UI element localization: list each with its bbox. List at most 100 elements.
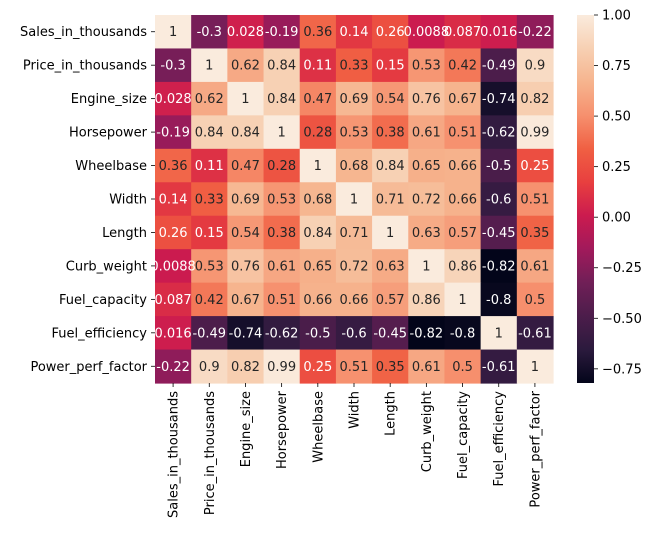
cell-annotation: -0.6: [486, 193, 511, 208]
colorbar-tick-label: −0.25: [602, 261, 642, 276]
heatmap-cell: [408, 316, 446, 351]
colorbar-tick-label: 0.75: [602, 59, 631, 74]
cell-annotation: 1: [495, 326, 503, 341]
cell-annotation: 0.028: [154, 92, 191, 107]
heatmap-cell: [408, 81, 446, 116]
heatmap-cell: [191, 215, 228, 250]
heatmap-cell: [155, 81, 192, 116]
cell-annotation: 0.65: [303, 259, 332, 274]
heatmap-cell: [227, 15, 265, 50]
y-tick-label: Engine_size: [71, 92, 147, 107]
cell-annotation: 0.54: [231, 226, 260, 241]
x-tick-label: Horsepower: [275, 390, 290, 469]
colorbar-tick-label: 0.50: [602, 110, 631, 125]
heatmap-cell: [299, 349, 337, 384]
cell-annotation: 0.65: [412, 159, 441, 174]
heatmap-cell: [335, 15, 373, 50]
cell-annotation: 0.28: [267, 159, 296, 174]
heatmap-cell: [372, 148, 409, 183]
heatmap-cell: [155, 249, 192, 284]
cell-annotation: 0.82: [520, 92, 549, 107]
heatmap-cell: [299, 182, 337, 217]
heatmap-cell: [191, 15, 228, 50]
heatmap-cell: [372, 215, 409, 250]
colorbar-tick-label: 1.00: [602, 9, 631, 24]
heatmap-cell: [227, 81, 265, 116]
cell-annotation: 0.68: [340, 159, 369, 174]
heatmap-cell: [408, 249, 446, 284]
heatmap-cell: [480, 182, 518, 217]
cell-annotation: 0.53: [267, 193, 296, 208]
heatmap-cell: [191, 182, 228, 217]
heatmap-cells: [155, 15, 554, 384]
cell-annotation: 0.42: [195, 293, 224, 308]
cell-annotation: -0.22: [156, 360, 190, 375]
cell-annotation: 0.62: [231, 59, 260, 74]
heatmap-cell: [516, 182, 554, 217]
y-tick-label: Horsepower: [69, 126, 148, 141]
cell-annotation: 0.51: [267, 293, 296, 308]
heatmap-cell: [227, 349, 265, 384]
cell-annotation: -0.49: [192, 326, 226, 341]
cell-annotation: 0.84: [267, 59, 296, 74]
cell-annotation: -0.62: [265, 326, 299, 341]
colorbar-tick-label: 0.00: [602, 211, 631, 226]
heatmap-cell: [299, 48, 337, 83]
cell-annotation: 0.14: [159, 193, 188, 208]
colorbar-tick-label: −0.50: [602, 312, 642, 327]
x-tick-label: Engine_size: [239, 391, 254, 467]
heatmap-cell: [480, 148, 518, 183]
heatmap-cell: [191, 349, 228, 384]
y-tick-label: Price_in_thousands: [23, 59, 147, 74]
heatmap-cell: [444, 249, 482, 284]
heatmap-cell: [227, 48, 265, 83]
heatmap-cell: [408, 48, 446, 83]
heatmap-cell: [408, 15, 446, 50]
cell-annotation: 0.68: [303, 193, 332, 208]
cell-annotation: 0.84: [231, 126, 260, 141]
heatmap-cell: [480, 81, 518, 116]
heatmap-cell: [444, 282, 482, 317]
cell-annotation: 0.53: [195, 259, 224, 274]
cell-annotation: 0.86: [412, 293, 441, 308]
heatmap-cell: [516, 282, 554, 317]
cell-annotation: 0.67: [448, 92, 477, 107]
y-tick-label: Width: [109, 193, 147, 208]
heatmap-cell: [516, 249, 554, 284]
heatmap-cell: [408, 282, 446, 317]
heatmap-cell: [299, 282, 337, 317]
cell-annotation: 0.86: [448, 259, 477, 274]
heatmap-cell: [372, 182, 409, 217]
x-tick-label: Length: [384, 391, 399, 436]
heatmap-cell: [227, 215, 265, 250]
heatmap-cell: [155, 182, 192, 217]
cell-annotation: -0.5: [486, 159, 511, 174]
heatmap-cell: [335, 316, 373, 351]
cell-annotation: 1: [169, 25, 177, 40]
cell-annotation: -0.61: [518, 326, 552, 341]
heatmap-cell: [227, 282, 265, 317]
cell-annotation: 0.57: [448, 226, 477, 241]
cell-annotation: 0.84: [303, 226, 332, 241]
cell-annotation: 0.99: [267, 360, 296, 375]
cell-annotation: 1: [314, 159, 322, 174]
heatmap-cell: [191, 81, 228, 116]
colorbar-tick-label: −0.75: [602, 362, 642, 377]
cell-annotation: 1: [241, 92, 249, 107]
cell-annotation: 0.9: [199, 360, 220, 375]
cell-annotation: -0.61: [482, 360, 516, 375]
heatmap-cell: [299, 148, 337, 183]
heatmap-cell: [155, 115, 192, 150]
cell-annotation: -0.62: [482, 126, 516, 141]
heatmap-cell: [480, 215, 518, 250]
cell-annotation: 0.33: [340, 59, 369, 74]
cell-annotation: 0.15: [376, 59, 405, 74]
heatmap-cell: [480, 349, 518, 384]
heatmap-cell: [480, 48, 518, 83]
cell-annotation: 0.72: [340, 259, 369, 274]
heatmap-cell: [372, 349, 409, 384]
heatmap-cell: [299, 249, 337, 284]
y-tick-label: Power_perf_factor: [30, 360, 147, 375]
cell-annotation: 0.82: [231, 360, 260, 375]
cell-annotation: 0.61: [412, 360, 441, 375]
